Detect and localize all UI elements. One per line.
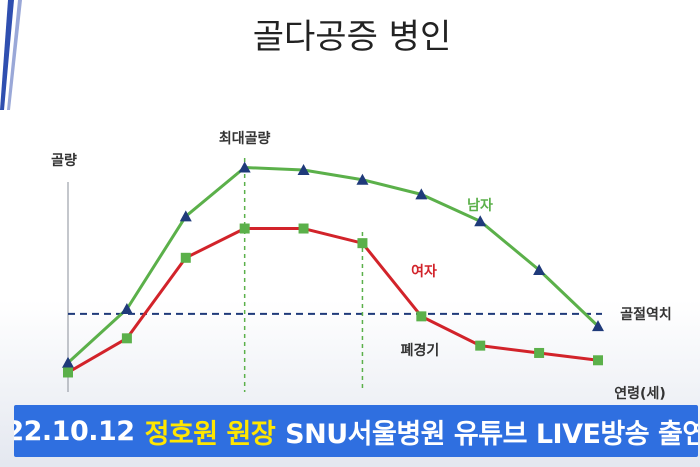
male-point-0 [62,356,74,368]
fracture-threshold-label: 골절역치 [620,306,672,323]
caption-text: SNU서울병원 유튜브 LIVE방송 출연 [285,418,698,450]
male-point-6 [415,188,428,200]
caption-date: 22.10.12 [14,415,135,447]
female-point-1 [121,333,132,344]
male-point-5 [356,173,369,185]
female-point-3 [239,223,250,234]
peak-bone-mass-label: 최대골량 [219,131,271,147]
male-point-1 [120,303,133,315]
female-point-2 [180,252,191,263]
female-point-4 [298,223,309,234]
female-point-9 [593,355,603,366]
female-point-8 [534,347,545,358]
caption-banner: 22.10.12 정호원 원장 SNU서울병원 유튜브 LIVE방송 출연 [14,405,698,457]
x-axis-label: 연령(세) [614,386,665,402]
caption-highlight: 정호원 원장 [144,418,276,450]
female-point-7 [475,340,486,351]
series-line-0 [66,166,600,364]
male-point-3 [238,161,251,173]
male-point-8 [533,264,546,275]
slide-title: 골다공증 병인 [253,17,452,57]
y-axis-label: 골량 [51,153,77,169]
female-point-6 [416,311,427,322]
series-line-1 [67,227,599,374]
male-point-2 [179,210,192,222]
male-point-4 [297,163,310,175]
female-point-5 [357,238,368,249]
series-label-1: 여자 [411,263,437,280]
male-point-9 [592,320,604,332]
male-point-7 [474,215,487,227]
menopause-label: 폐경기 [401,342,440,359]
decorative-stripe [0,0,22,110]
series-label-0: 남자 [467,197,493,214]
female-point-0 [63,367,73,378]
